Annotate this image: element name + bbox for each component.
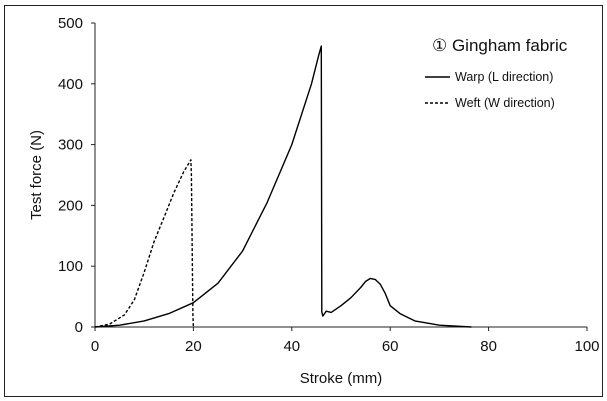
x-tick-label: 100 bbox=[574, 338, 599, 355]
y-axis-title: Test force (N) bbox=[28, 130, 45, 220]
x-tick-label: 20 bbox=[185, 338, 202, 355]
y-tick-label: 300 bbox=[58, 137, 83, 154]
chart-frame bbox=[4, 5, 603, 397]
y-tick-label: 0 bbox=[75, 319, 83, 336]
legend-label-warp: Warp (L direction) bbox=[455, 70, 553, 84]
x-tick-label: 0 bbox=[91, 338, 99, 355]
y-tick-label: 500 bbox=[58, 15, 83, 32]
legend-title: ① Gingham fabric bbox=[432, 36, 568, 55]
x-tick-label: 60 bbox=[382, 338, 399, 355]
y-tick-label: 400 bbox=[58, 76, 83, 93]
series-layer bbox=[94, 45, 472, 328]
x-tick-label: 40 bbox=[283, 338, 300, 355]
x-axis-title: Stroke (mm) bbox=[300, 370, 383, 387]
x-tick-labels: 0 20 40 60 80 100 bbox=[91, 327, 600, 355]
series-line-warp bbox=[94, 45, 472, 328]
y-tick-label: 100 bbox=[58, 258, 83, 275]
legend-label-weft: Weft (W direction) bbox=[455, 96, 555, 110]
legend: ① Gingham fabric Warp (L direction) Weft… bbox=[425, 36, 568, 110]
x-tick-label: 80 bbox=[480, 338, 497, 355]
y-tick-label: 200 bbox=[58, 197, 83, 214]
series-line-weft bbox=[94, 159, 195, 328]
y-tick-labels: 0 100 200 300 400 500 bbox=[58, 15, 95, 336]
